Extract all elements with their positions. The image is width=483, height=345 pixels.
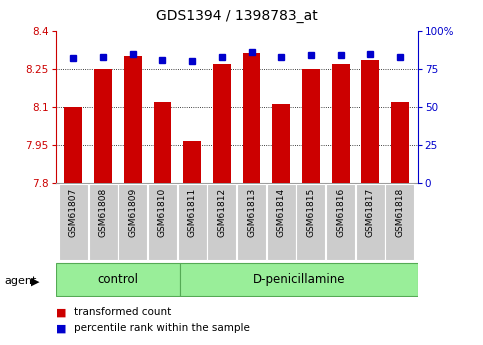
- FancyBboxPatch shape: [180, 263, 418, 296]
- Text: ■: ■: [56, 307, 66, 317]
- Text: GSM61813: GSM61813: [247, 188, 256, 237]
- Text: ▶: ▶: [30, 276, 39, 286]
- FancyBboxPatch shape: [56, 263, 180, 296]
- FancyBboxPatch shape: [326, 185, 355, 260]
- FancyBboxPatch shape: [267, 185, 296, 260]
- Bar: [242, 52, 260, 183]
- Text: GSM61815: GSM61815: [306, 188, 315, 237]
- Text: percentile rank within the sample: percentile rank within the sample: [74, 324, 250, 333]
- Bar: [154, 102, 171, 183]
- Text: control: control: [98, 273, 139, 286]
- Bar: [361, 60, 379, 183]
- Text: GSM61807: GSM61807: [69, 188, 78, 237]
- Text: GSM61816: GSM61816: [336, 188, 345, 237]
- Bar: [272, 105, 290, 183]
- Text: D-penicillamine: D-penicillamine: [253, 273, 345, 286]
- FancyBboxPatch shape: [118, 185, 147, 260]
- FancyBboxPatch shape: [297, 185, 326, 260]
- Text: GSM61809: GSM61809: [128, 188, 137, 237]
- Bar: [332, 64, 350, 183]
- Text: GSM61814: GSM61814: [277, 188, 286, 237]
- Bar: [302, 69, 320, 183]
- Text: GSM61810: GSM61810: [158, 188, 167, 237]
- Text: ■: ■: [56, 324, 66, 333]
- Bar: [391, 102, 409, 183]
- Text: GSM61808: GSM61808: [99, 188, 108, 237]
- FancyBboxPatch shape: [59, 185, 88, 260]
- FancyBboxPatch shape: [356, 185, 385, 260]
- FancyBboxPatch shape: [207, 185, 236, 260]
- Text: agent: agent: [5, 276, 37, 286]
- Text: GSM61811: GSM61811: [187, 188, 197, 237]
- Text: GSM61812: GSM61812: [217, 188, 227, 237]
- Bar: [64, 107, 82, 183]
- Bar: [94, 69, 112, 183]
- FancyBboxPatch shape: [148, 185, 177, 260]
- Bar: [213, 64, 231, 183]
- Text: GSM61818: GSM61818: [396, 188, 404, 237]
- Text: transformed count: transformed count: [74, 307, 171, 317]
- Text: GDS1394 / 1398783_at: GDS1394 / 1398783_at: [156, 9, 317, 23]
- FancyBboxPatch shape: [237, 185, 266, 260]
- FancyBboxPatch shape: [178, 185, 207, 260]
- Bar: [124, 56, 142, 183]
- FancyBboxPatch shape: [88, 185, 117, 260]
- Bar: [183, 141, 201, 183]
- FancyBboxPatch shape: [385, 185, 414, 260]
- Text: GSM61817: GSM61817: [366, 188, 375, 237]
